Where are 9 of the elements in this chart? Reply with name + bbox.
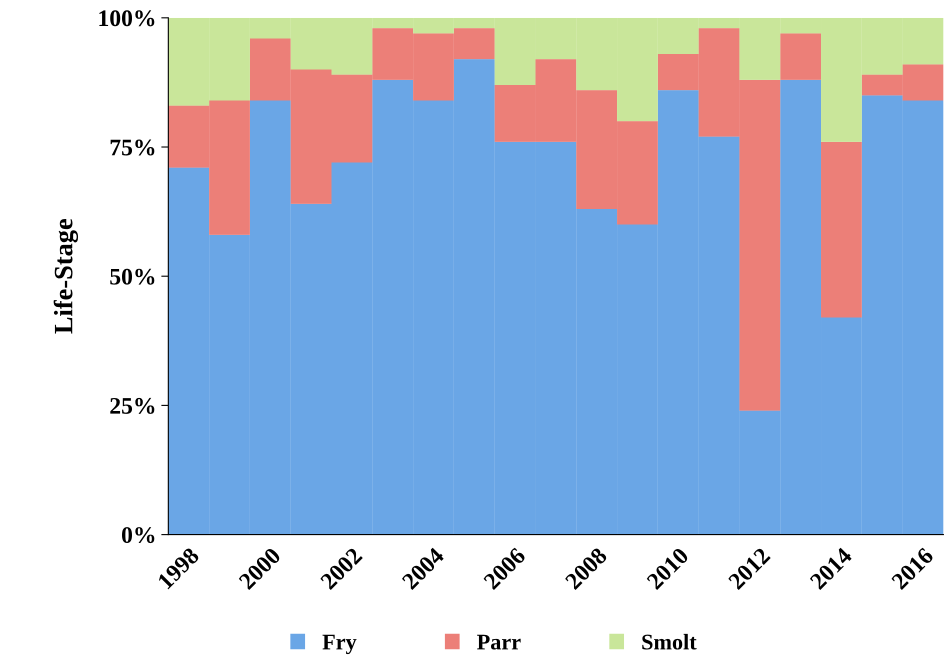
y-tick-label: 25% <box>110 398 154 414</box>
legend-label: Smolt <box>642 634 697 650</box>
y-tick-label: 100% <box>99 10 154 26</box>
y-axis-title: Life-Stage <box>54 219 78 334</box>
legend-label: Parr <box>477 634 521 650</box>
legend-label: Fry <box>322 634 356 654</box>
y-tick-label: 75% <box>110 140 154 156</box>
y-tick-label: 50% <box>110 268 154 285</box>
y-tick-label: 0% <box>122 527 154 544</box>
